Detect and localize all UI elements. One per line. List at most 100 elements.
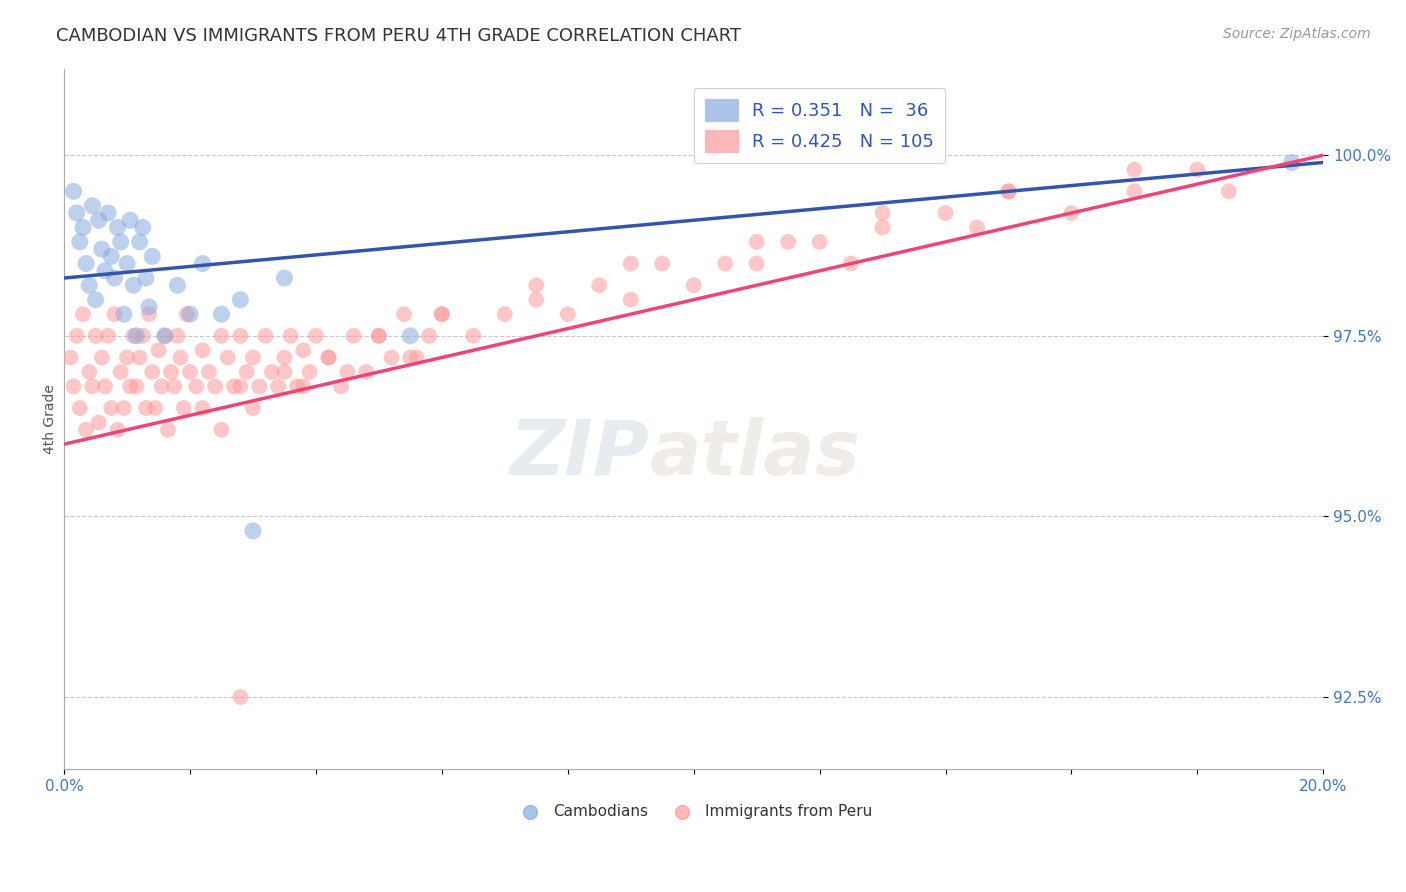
Point (211, 423, 233, 437)
Point (84, 293, 107, 307)
Point (110, 365, 132, 379)
Point (367, 328, 389, 343)
Point (714, 256, 737, 270)
Point (66, 206, 89, 220)
Point (94, 379, 117, 393)
Point (62, 379, 84, 393)
Point (588, 278, 610, 293)
Point (367, 328, 389, 343)
Point (191, 256, 214, 270)
Point (160, 365, 183, 379)
Point (682, 278, 704, 293)
Point (173, 401, 195, 415)
Point (132, 220, 155, 235)
Point (242, 401, 264, 415)
Point (1218, 185, 1240, 199)
Point (1281, 155, 1303, 169)
Point (135, 401, 157, 415)
Point (1123, 185, 1146, 199)
Point (138, 307, 160, 321)
Point (122, 328, 145, 343)
Point (405, 351, 427, 365)
Y-axis label: 4th Grade: 4th Grade (44, 384, 58, 454)
Point (211, 307, 233, 321)
Point (141, 249, 163, 263)
Point (211, 328, 233, 343)
Point (82, 199, 104, 213)
Point (103, 271, 125, 285)
Point (69, 401, 91, 415)
Point (217, 351, 239, 365)
Point (557, 307, 579, 321)
Point (273, 365, 295, 379)
Point (77, 365, 100, 379)
Point (97, 206, 120, 220)
Point (94, 264, 117, 278)
Point (120, 213, 142, 227)
Point (494, 307, 516, 321)
Point (100, 249, 122, 263)
Point (430, 307, 453, 321)
Point (620, 256, 643, 270)
Point (620, 293, 643, 307)
Point (84, 328, 107, 343)
Point (75, 423, 97, 437)
Point (305, 328, 328, 343)
Point (169, 351, 191, 365)
Point (778, 235, 800, 249)
Point (318, 351, 340, 365)
Point (112, 401, 135, 415)
Point (651, 256, 673, 270)
Text: atlas: atlas (650, 417, 860, 491)
Point (128, 351, 150, 365)
Point (273, 351, 295, 365)
Point (204, 379, 226, 393)
Point (399, 351, 422, 365)
Point (934, 206, 956, 220)
Point (254, 328, 277, 343)
Point (260, 365, 283, 379)
Point (156, 423, 179, 437)
Point (100, 401, 122, 415)
Point (122, 278, 145, 293)
Point (179, 307, 201, 321)
Point (997, 185, 1019, 199)
Point (103, 307, 125, 321)
Point (191, 401, 214, 415)
Point (191, 343, 214, 358)
Point (115, 351, 138, 365)
Point (72, 307, 94, 321)
Point (143, 401, 166, 415)
Point (247, 379, 270, 393)
Point (125, 379, 148, 393)
Point (524, 278, 547, 293)
Point (59, 351, 82, 365)
Point (235, 365, 257, 379)
Point (148, 343, 170, 358)
Text: CAMBODIAN VS IMMIGRANTS FROM PERU 4TH GRADE CORRELATION CHART: CAMBODIAN VS IMMIGRANTS FROM PERU 4TH GR… (56, 27, 741, 45)
Point (229, 293, 252, 307)
Point (1187, 162, 1209, 177)
Text: Source: ZipAtlas.com: Source: ZipAtlas.com (1223, 27, 1371, 41)
Point (1060, 206, 1083, 220)
Point (745, 256, 768, 270)
Point (90, 351, 112, 365)
Point (107, 220, 129, 235)
Point (336, 365, 359, 379)
Point (267, 379, 290, 393)
Point (72, 220, 94, 235)
Point (343, 328, 366, 343)
Point (839, 256, 862, 270)
Point (166, 278, 188, 293)
Point (229, 328, 252, 343)
Point (1123, 162, 1146, 177)
Point (125, 328, 148, 343)
Point (242, 351, 264, 365)
Point (110, 235, 132, 249)
Point (163, 379, 186, 393)
Point (966, 220, 988, 235)
Text: ZIP: ZIP (510, 417, 650, 491)
Legend: Cambodians, Immigrants from Peru: Cambodians, Immigrants from Peru (509, 797, 879, 825)
Point (222, 379, 245, 393)
Point (808, 235, 831, 249)
